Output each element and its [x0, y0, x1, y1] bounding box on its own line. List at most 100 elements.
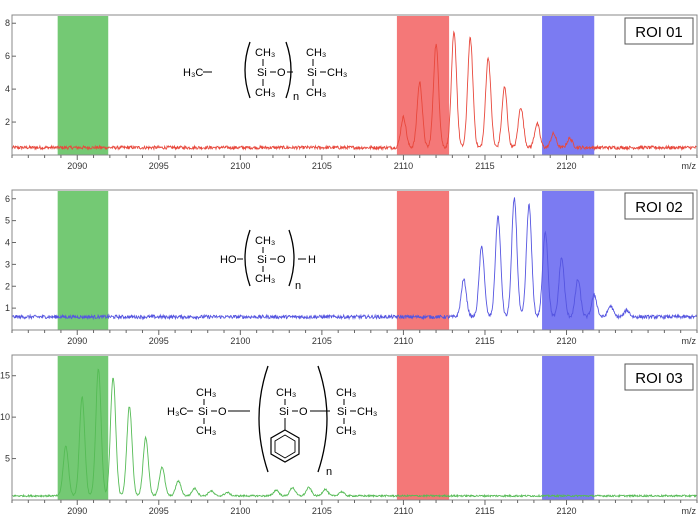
- roi-region-green: [57, 191, 109, 330]
- y-tick-label: 15: [0, 371, 10, 381]
- y-tick-label: 4: [5, 84, 10, 94]
- x-tick-label: 2120: [557, 336, 577, 346]
- roi-01-structure: H₃C CH₃ Si CH₃ O n CH₃ Si CH₃ CH₃: [183, 41, 347, 103]
- chem-right-si: Si: [337, 406, 347, 418]
- chem-o: O: [277, 67, 286, 79]
- x-tick-label: 2115: [475, 506, 494, 516]
- roi-label: ROI 01: [635, 24, 683, 41]
- x-tick-label: 2090: [67, 506, 87, 516]
- roi-region-blue: [542, 16, 595, 155]
- x-axis-unit-label: m/z: [682, 506, 697, 516]
- chem-o2: O: [299, 406, 308, 418]
- chem-right-si-bottom: CH₃: [336, 425, 356, 437]
- y-tick-label: 1: [5, 303, 10, 313]
- roi-label: ROI 03: [635, 370, 683, 387]
- chem-right-si-top: CH₃: [306, 47, 326, 59]
- x-tick-label: 2105: [312, 506, 332, 516]
- y-tick-label: 5: [5, 454, 10, 464]
- x-tick-label: 2100: [230, 506, 250, 516]
- y-tick-label: 4: [5, 238, 10, 248]
- chem-si: Si: [257, 67, 267, 79]
- x-tick-label: 2100: [230, 161, 250, 171]
- roi-label-box: [624, 192, 694, 220]
- bracket-left: [244, 41, 251, 99]
- chem-right-ch3: CH₃: [327, 67, 347, 79]
- x-axis-unit-label: m/z: [682, 336, 697, 346]
- chem-right-si-top: CH₃: [336, 387, 356, 399]
- x-tick-label: 2095: [149, 336, 169, 346]
- roi-region-blue: [542, 191, 595, 330]
- phenyl-ring-icon: [270, 429, 300, 463]
- spectrum-line: [12, 368, 698, 499]
- chem-o1: O: [218, 406, 227, 418]
- chem-left-group: HO: [220, 254, 237, 266]
- bracket-left: [258, 365, 269, 473]
- chem-si-bottom: CH₃: [255, 273, 275, 285]
- y-tick-label: 6: [5, 51, 10, 61]
- chem-n: n: [293, 91, 299, 103]
- roi-label: ROI 02: [635, 199, 683, 216]
- roi-region-red: [396, 191, 450, 330]
- roi-02-structure: HO CH₃ Si CH₃ O n H: [220, 229, 316, 292]
- chem-left-si-bottom: CH₃: [196, 425, 216, 437]
- roi-label-box: [624, 17, 694, 45]
- chem-right-ch3: CH₃: [357, 406, 377, 418]
- chem-mid-si-top: CH₃: [276, 387, 296, 399]
- chem-si-top: CH₃: [255, 235, 275, 247]
- x-axis-unit-label: m/z: [682, 161, 697, 171]
- chem-left-si: Si: [198, 406, 208, 418]
- roi-region-red: [396, 356, 450, 500]
- x-tick-label: 2105: [312, 336, 332, 346]
- x-tick-label: 2110: [394, 336, 413, 346]
- x-tick-label: 2100: [230, 336, 250, 346]
- y-tick-label: 8: [5, 18, 10, 28]
- chem-o: O: [277, 254, 286, 266]
- roi-03-structure: H₃C CH₃ Si CH₃ O CH₃ Si O n CH₃ Si: [167, 365, 377, 478]
- chem-left-group: H₃C: [167, 406, 187, 418]
- bracket-right: [317, 365, 328, 473]
- y-tick-label: 5: [5, 216, 10, 226]
- x-tick-label: 2115: [475, 336, 494, 346]
- chem-si: Si: [257, 254, 267, 266]
- roi-label-box: [624, 363, 694, 391]
- bracket-left: [244, 229, 251, 287]
- x-tick-label: 2095: [149, 506, 169, 516]
- x-tick-label: 2110: [394, 161, 413, 171]
- roi-01-panel: 2 4 6 8 2090 2095 2100 2105 2110 2115 2120 m/z ROI…: [5, 14, 698, 171]
- x-tick-label: 2105: [312, 161, 332, 171]
- spectrum-line: [11, 30, 697, 151]
- x-tick-label: 2090: [67, 336, 87, 346]
- y-tick-label: 6: [5, 194, 10, 204]
- chem-right-si-bottom: CH₃: [306, 87, 326, 99]
- bracket-right: [288, 229, 295, 287]
- chem-si-top: CH₃: [255, 47, 275, 59]
- x-tick-label: 2110: [394, 506, 413, 516]
- spectrum-line: [11, 197, 698, 321]
- x-tick-label: 2120: [557, 161, 577, 171]
- chem-n: n: [295, 280, 301, 292]
- x-tick-label: 2120: [557, 506, 577, 516]
- chem-right-si: Si: [307, 67, 317, 79]
- phenyl-ring-inner: [274, 434, 296, 459]
- x-tick-label: 2115: [475, 161, 494, 171]
- roi-03-panel: 5 10 15 2090 2095 2100 2105 2110 2115 2120 m/z RO…: [0, 354, 698, 516]
- chem-left-si-top: CH₃: [196, 387, 216, 399]
- x-tick-label: 2095: [149, 161, 169, 171]
- roi-region-green: [57, 356, 109, 500]
- chem-n: n: [326, 466, 332, 478]
- roi-02-panel: 1 2 3 4 5 6 2090 2095 2100 2105 2110 2115 2120 m/z R…: [5, 189, 698, 346]
- y-tick-label: 2: [5, 117, 10, 127]
- y-tick-label: 2: [5, 281, 10, 291]
- chem-mid-si: Si: [279, 406, 289, 418]
- y-tick-label: 10: [0, 412, 10, 422]
- roi-region-blue: [542, 356, 595, 500]
- bracket-right: [285, 41, 292, 99]
- chem-right-group: H: [308, 254, 316, 266]
- roi-region-red: [396, 16, 450, 155]
- x-tick-label: 2090: [67, 161, 87, 171]
- chem-left-group: H₃C: [183, 67, 203, 79]
- chem-si-bottom: CH₃: [255, 87, 275, 99]
- roi-region-green: [57, 16, 109, 155]
- y-tick-label: 3: [5, 259, 10, 269]
